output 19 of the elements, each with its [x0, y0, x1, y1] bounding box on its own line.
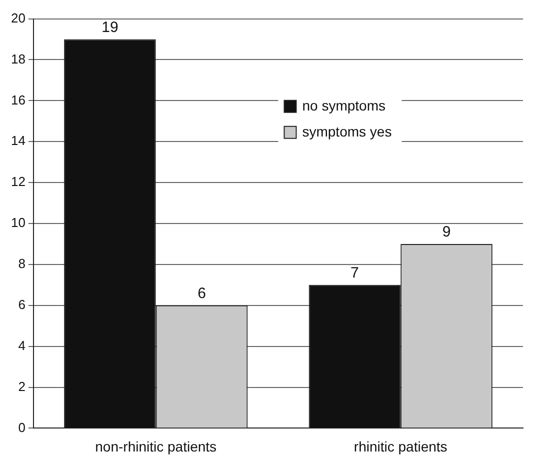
y-tick-label: 4	[18, 338, 26, 353]
x-tick-label: rhinitic patients	[354, 438, 448, 454]
y-tick-label: 12	[10, 174, 26, 190]
x-tick-label: non-rhinitic patients	[95, 438, 217, 454]
data-label: 9	[442, 224, 451, 241]
y-tick-label: 14	[10, 133, 26, 148]
data-label: 6	[198, 285, 206, 302]
legend-label: symptoms yes	[302, 123, 392, 140]
y-tick-label: 10	[10, 215, 26, 230]
y-tick-label: 8	[18, 256, 26, 272]
data-label: 19	[102, 18, 118, 36]
data-label: 7	[350, 264, 359, 282]
y-tick-label: 2	[18, 378, 26, 394]
y-tick-label: 20	[10, 10, 26, 26]
y-tick-label: 0	[18, 420, 26, 435]
legend-label: no symptoms	[302, 97, 386, 114]
y-tick-label: 16	[10, 92, 26, 108]
y-tick-label: 6	[18, 296, 26, 312]
y-tick-label: 18	[10, 51, 26, 66]
